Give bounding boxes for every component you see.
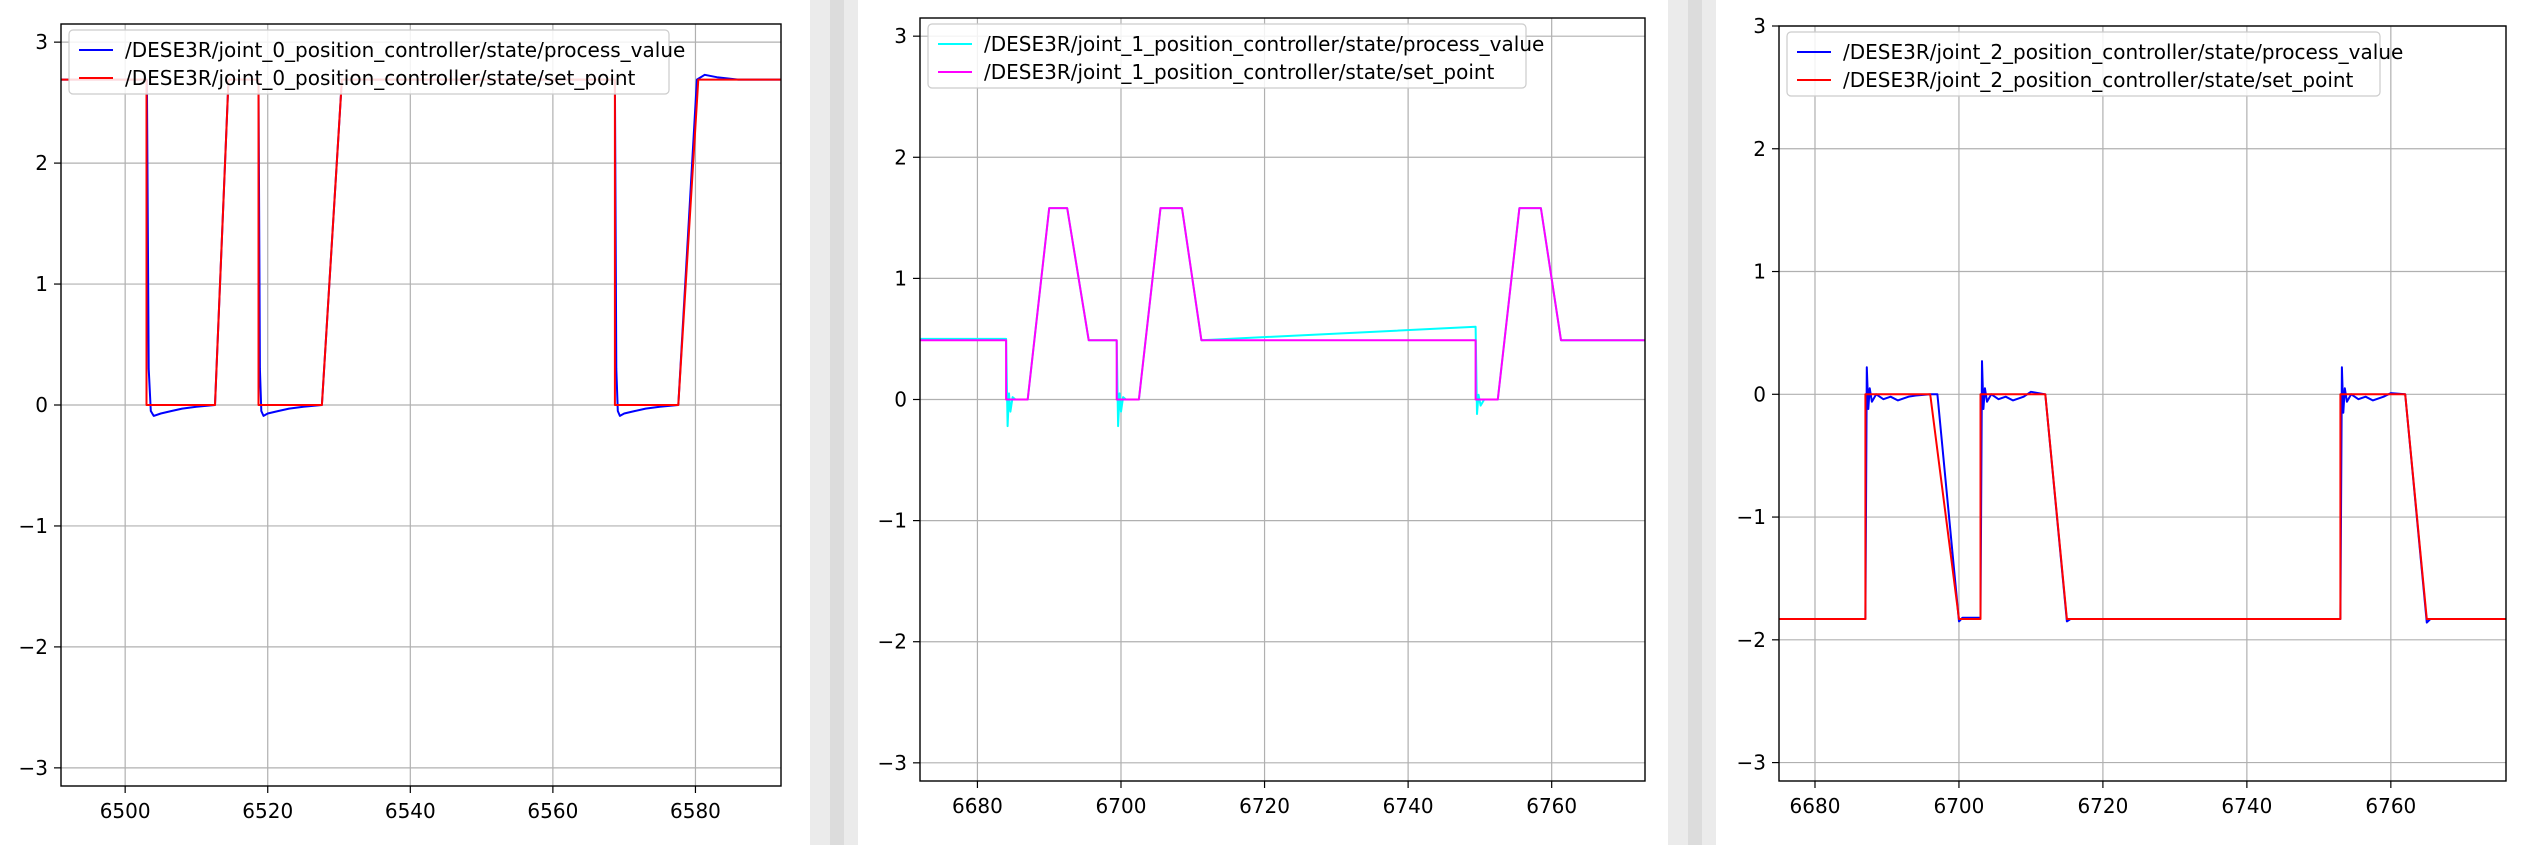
series-line-2 [1779,393,2506,620]
x-tick-label: 6720 [1239,794,1290,818]
legend: /DESE3R/joint_1_position_controller/stat… [927,23,1544,89]
x-tick-label: 6680 [1790,794,1841,818]
y-tick-label: 2 [35,151,48,175]
legend-label: /DESE3R/joint_0_position_controller/stat… [125,66,636,90]
series-line-1 [61,73,781,417]
y-tick-label: 0 [894,388,907,412]
y-tick-label: 0 [35,393,48,417]
x-tick-label: 6700 [1096,794,1147,818]
y-tick-label: −1 [878,509,907,533]
y-tick-label: −1 [1737,505,1766,529]
x-tick-label: 6740 [2221,794,2272,818]
y-tick-label: 1 [894,266,907,290]
y-tick-label: 2 [1753,137,1766,161]
legend-label: /DESE3R/joint_1_position_controller/stat… [984,60,1495,84]
plot-panel-2 [858,0,1668,845]
legend-label: /DESE3R/joint_2_position_controller/stat… [1843,68,2354,92]
legend-box [927,23,1527,89]
plot-panel-3 [1716,0,2527,845]
y-tick-label: 1 [35,272,48,296]
x-tick-label: 6500 [100,799,151,823]
legend-label: /DESE3R/joint_1_position_controller/stat… [984,32,1544,56]
legend-label: /DESE3R/joint_0_position_controller/stat… [125,38,685,62]
chart-1: 6500 6520 6540 6560 6580 3 2 1 0 −1 −2 −3/DESE3R/jo… [19,23,782,823]
series-line-2 [61,78,781,406]
y-tick-label: −3 [878,751,907,775]
x-tick-label: 6520 [242,799,293,823]
panel-divider-1 [830,0,844,845]
y-tick-label: 3 [1753,14,1766,38]
plot-panel-1 [0,0,810,845]
y-tick-label: −2 [878,630,907,654]
chart-2: 6680 6700 6720 6740 6760 3 2 1 0 −1 −2 −3/DESE3R/jo… [878,17,1646,818]
panel-divider-2 [1688,0,1702,845]
series-line-1 [1779,360,2506,624]
series-line-2 [920,207,1645,401]
x-tick-label: 6760 [1526,794,1577,818]
x-tick-label: 6760 [2365,794,2416,818]
legend: /DESE3R/joint_0_position_controller/stat… [68,29,685,95]
y-tick-label: −2 [19,635,48,659]
x-tick-label: 6740 [1383,794,1434,818]
x-tick-label: 6700 [1933,794,1984,818]
y-tick-label: 0 [1753,382,1766,406]
y-tick-label: 3 [35,30,48,54]
chart-3: 6680 6700 6720 6740 6760 3 2 1 0 −1 −2 −3/DESE3R/jo… [1737,14,2507,818]
x-tick-label: 6720 [2077,794,2128,818]
x-tick-label: 6540 [385,799,436,823]
y-tick-label: −1 [19,514,48,538]
axes-frame [1778,25,2507,782]
x-tick-label: 6680 [952,794,1003,818]
x-tick-label: 6580 [670,799,721,823]
y-tick-label: −2 [1737,628,1766,652]
x-tick-label: 6560 [527,799,578,823]
legend-box [1786,31,2381,97]
y-tick-label: 1 [1753,260,1766,284]
legend-label: /DESE3R/joint_2_position_controller/stat… [1843,40,2403,64]
y-tick-label: −3 [19,756,48,780]
y-tick-label: 2 [894,145,907,169]
legend-box [68,29,670,95]
y-tick-label: −3 [1737,751,1766,775]
y-tick-label: 3 [894,24,907,48]
legend: /DESE3R/joint_2_position_controller/stat… [1786,31,2403,97]
